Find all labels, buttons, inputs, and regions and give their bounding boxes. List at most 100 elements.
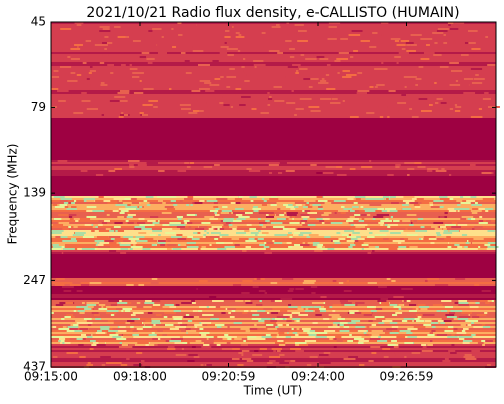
spectrum-row [51, 354, 496, 356]
spectrum-cell [464, 88, 469, 90]
spectrum-cell [289, 236, 293, 238]
spectrum-row [51, 248, 496, 250]
spectrum-cell [375, 94, 387, 96]
spectrum-cell [215, 306, 221, 308]
spectrum-cell [152, 338, 158, 340]
spectrum-cell [106, 312, 117, 314]
spectrum-cell [353, 202, 358, 204]
spectrum-cell [258, 304, 270, 306]
spectrum-cell [387, 174, 394, 176]
spectrum-cell [305, 58, 317, 60]
spectrum-cell [239, 60, 243, 62]
spectrum-cell [97, 244, 104, 246]
spectrum-cell [293, 218, 303, 220]
spectrum-cell [56, 196, 65, 198]
spectrum-cell [259, 318, 271, 320]
spectrum-cell [380, 70, 387, 72]
spectrum-cell [130, 68, 138, 70]
spectrum-cell [381, 62, 384, 64]
spectrum-cell [78, 344, 84, 346]
spectrum-cell [364, 162, 370, 164]
spectrum-cell [250, 310, 263, 312]
spectrum-cell [412, 222, 417, 224]
spectrum-cell [311, 292, 320, 294]
spectrum-cell [250, 226, 262, 228]
spectrum-cell [310, 286, 323, 288]
spectrum-row [51, 182, 496, 184]
spectrum-cell [58, 222, 70, 224]
spectrum-row [51, 230, 496, 232]
spectrum-cell [279, 338, 289, 340]
spectrum-cell [201, 334, 207, 336]
spectrum-cell [487, 64, 496, 66]
spectrum-cell [139, 308, 151, 310]
spectrum-row [51, 108, 496, 110]
spectrum-cell [334, 242, 341, 244]
spectrum-cell [133, 228, 142, 230]
spectrum-cell [269, 356, 281, 358]
spectrum-cell [190, 94, 194, 96]
spectrum-cell [106, 362, 117, 364]
spectrum-cell [438, 206, 444, 208]
spectrum-cell [441, 234, 454, 236]
spectrum-cell [61, 234, 71, 236]
spectrum-cell [465, 242, 470, 244]
spectrum-cell [164, 206, 174, 208]
spectrum-cell [472, 228, 475, 230]
spectrum-row [51, 298, 496, 300]
spectrum-cell [86, 340, 94, 342]
spectrum-cell [416, 88, 423, 90]
spectrum-cell [274, 216, 281, 218]
spectrum-cell [161, 212, 172, 214]
spectrum-cell [278, 332, 285, 334]
spectrum-cell [67, 326, 79, 328]
spectrum-cell [128, 214, 133, 216]
spectrum-cell [305, 242, 308, 244]
spectrum-cell [485, 340, 493, 342]
spectrum-cell [434, 102, 439, 104]
spectrum-row [51, 110, 496, 112]
spectrum-cell [271, 312, 279, 314]
spectrum-cell [330, 222, 343, 224]
spectrum-cell [75, 92, 82, 94]
spectrum-cell [325, 74, 330, 76]
spectrum-cell [265, 216, 277, 218]
spectrum-cell [444, 358, 449, 360]
spectrum-cell [67, 56, 71, 58]
spectrum-cell [194, 324, 203, 326]
spectrum-cell [361, 166, 373, 168]
spectrum-cell [292, 314, 296, 316]
spectrum-cell [267, 104, 271, 106]
spectrum-cell [340, 80, 344, 82]
spectrum-cell [368, 160, 376, 162]
spectrum-cell [241, 96, 251, 98]
spectrum-cell [63, 58, 73, 60]
spectrum-cell [201, 222, 211, 224]
spectrum-cell [237, 110, 240, 112]
spectrum-cell [276, 202, 288, 204]
spectrum-cell [79, 356, 86, 358]
spectrum-cell [428, 332, 439, 334]
spectrum-cell [312, 204, 321, 206]
spectrum-cell [439, 210, 445, 212]
spectrum-cell [83, 318, 92, 320]
spectrum-cell [221, 210, 232, 212]
spectrum-cell [104, 48, 107, 50]
spectrum-row [51, 40, 496, 42]
spectrum-cell [82, 62, 87, 64]
spectrum-cell [460, 362, 467, 364]
spectrum-cell [463, 78, 474, 80]
spectrum-cell [261, 204, 268, 206]
spectrum-cell [95, 244, 99, 246]
spectrum-cell [390, 216, 394, 218]
spectrum-cell [347, 322, 356, 324]
spectrum-cell [212, 300, 215, 302]
spectrum-cell [470, 278, 475, 280]
spectrum-row [51, 178, 496, 180]
spectrum-cell [71, 206, 77, 208]
spectrum-cell [151, 300, 161, 302]
spectrum-row [51, 218, 496, 220]
spectrum-cell [190, 204, 193, 206]
spectrum-cell [443, 40, 455, 42]
spectrum-cell [443, 42, 448, 44]
